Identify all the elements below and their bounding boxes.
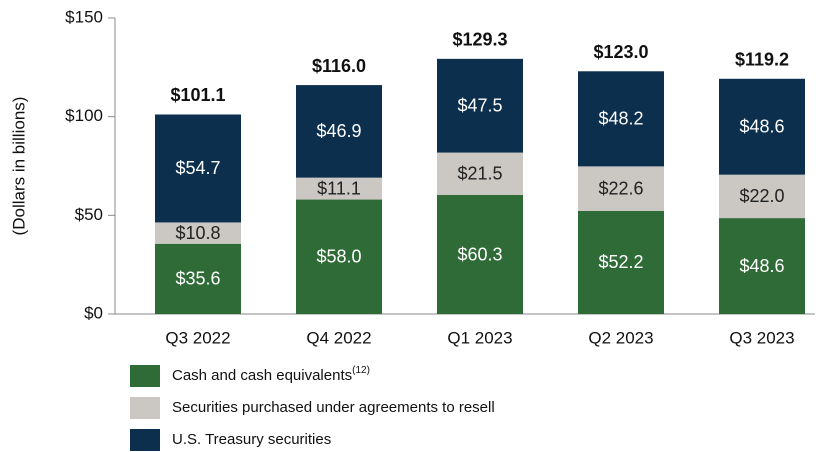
- bar-segment: [578, 166, 664, 211]
- legend-name: Cash and cash equivalents: [172, 367, 352, 384]
- total-label: $101.1: [170, 85, 225, 105]
- bar-segment: [437, 58, 523, 153]
- value-label: $60.3: [457, 244, 502, 264]
- total-label: $119.2: [735, 50, 789, 70]
- y-tick-label: $0: [84, 303, 103, 322]
- bar-segment: [296, 177, 382, 200]
- y-tick-label: $150: [65, 7, 103, 26]
- legend-label: Securities purchased under agreements to…: [172, 399, 495, 416]
- legend-name: Securities purchased under agreements to…: [172, 399, 495, 416]
- bar-segment: [578, 210, 664, 314]
- value-label: $58.0: [316, 247, 361, 267]
- value-label: $48.2: [598, 109, 643, 129]
- bar-segment: [719, 218, 805, 314]
- bar-segment: [719, 174, 805, 219]
- legend-label: Cash and cash equivalents(12): [172, 365, 370, 384]
- value-label: $11.1: [317, 178, 361, 198]
- value-label: $48.6: [739, 256, 784, 276]
- y-tick-label: $50: [75, 205, 103, 224]
- total-label: $123.0: [593, 42, 648, 62]
- bar-segment: [578, 71, 664, 167]
- total-label: $129.3: [452, 30, 507, 50]
- x-tick-label: Q3 2022: [165, 328, 230, 347]
- value-label: $46.9: [316, 121, 361, 141]
- y-axis-label: (Dollars in billions): [9, 97, 28, 236]
- legend-swatch: [130, 429, 160, 451]
- bar-segment: [155, 114, 241, 223]
- bar-segment: [155, 222, 241, 244]
- total-label: $116.0: [312, 56, 366, 76]
- value-label: $22.0: [739, 186, 784, 206]
- bar-segment: [296, 199, 382, 314]
- legend-footnote: (12): [352, 365, 370, 376]
- value-label: $54.7: [175, 158, 220, 178]
- legend-swatch: [130, 365, 160, 387]
- x-tick-label: Q2 2023: [588, 328, 653, 347]
- bar-segment: [155, 243, 241, 314]
- y-tick-label: $100: [65, 106, 103, 125]
- value-label: $22.6: [598, 178, 643, 198]
- value-label: $52.2: [598, 252, 643, 272]
- value-label: $21.5: [457, 164, 502, 184]
- legend-swatch: [130, 397, 160, 419]
- value-label: $47.5: [457, 95, 502, 115]
- bar-segment: [296, 85, 382, 178]
- value-label: $35.6: [175, 269, 220, 289]
- bar-segment: [437, 152, 523, 196]
- x-tick-label: Q4 2022: [306, 328, 371, 347]
- value-label: $10.8: [175, 223, 220, 243]
- value-label: $48.6: [739, 116, 784, 136]
- legend-label: U.S. Treasury securities: [172, 431, 331, 448]
- x-tick-label: Q3 2023: [729, 328, 794, 347]
- bar-segment: [719, 78, 805, 175]
- legend-name: U.S. Treasury securities: [172, 431, 331, 448]
- x-tick-label: Q1 2023: [447, 328, 512, 347]
- bar-segment: [437, 195, 523, 314]
